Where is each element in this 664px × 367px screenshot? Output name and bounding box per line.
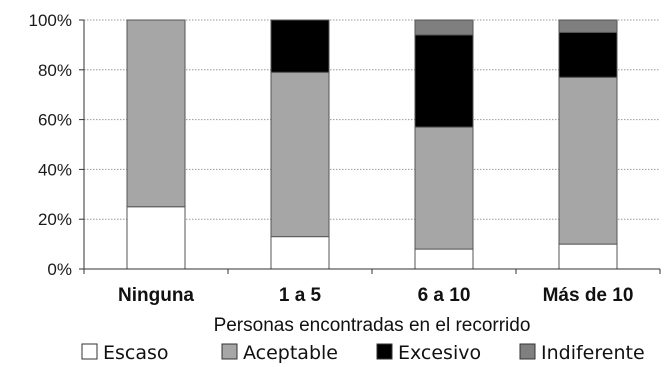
legend-label: Indiferente (541, 342, 645, 364)
bar-segment-aceptable (126, 19, 186, 208)
bar-segment-aceptable (414, 126, 474, 250)
bar-segment-escaso (270, 236, 330, 270)
bar-segment-escaso (558, 243, 618, 270)
legend-label: Excesivo (398, 342, 481, 364)
bar-segment-aceptable (558, 76, 618, 245)
legend-swatch-indiferente (519, 343, 536, 360)
y-tick-label: 0% (47, 260, 72, 279)
legend-swatch-aceptable (221, 343, 238, 360)
x-category-label: Ninguna (118, 285, 194, 306)
bar-segment-aceptable (270, 71, 330, 238)
bar-segment-excesivo (414, 34, 474, 128)
bar-segment-excesivo (270, 19, 330, 73)
legend-label: Escaso (103, 342, 169, 364)
y-tick-label: 20% (38, 210, 72, 229)
x-axis-categories: Ninguna 1 a 5 6 a 10 Más de 10 (118, 285, 633, 306)
legend: Escaso Aceptable Excesivo Indiferente (81, 342, 645, 364)
legend-swatch-excesivo (376, 343, 393, 360)
bar-segment-excesivo (558, 31, 618, 78)
axes (83, 20, 661, 274)
y-axis-ticks: 0% 20% 40% 60% 80% 100% (29, 11, 84, 279)
y-tick-label: 100% (29, 11, 72, 30)
y-tick-label: 60% (38, 111, 72, 130)
x-axis-label: Personas encontradas en el recorrido (214, 315, 531, 336)
bar-segment-escaso (414, 248, 474, 270)
x-category-label: 1 a 5 (279, 285, 322, 306)
x-category-label: 6 a 10 (418, 285, 471, 306)
bar-segment-escaso (126, 206, 186, 270)
x-category-label: Más de 10 (543, 285, 634, 306)
legend-label: Aceptable (243, 342, 338, 364)
bar-segment-indiferente (558, 19, 618, 33)
bars (126, 19, 618, 270)
y-tick-label: 80% (38, 61, 72, 80)
legend-swatch-escaso (81, 343, 98, 360)
bar-segment-indiferente (414, 19, 474, 36)
y-tick-label: 40% (38, 160, 72, 179)
